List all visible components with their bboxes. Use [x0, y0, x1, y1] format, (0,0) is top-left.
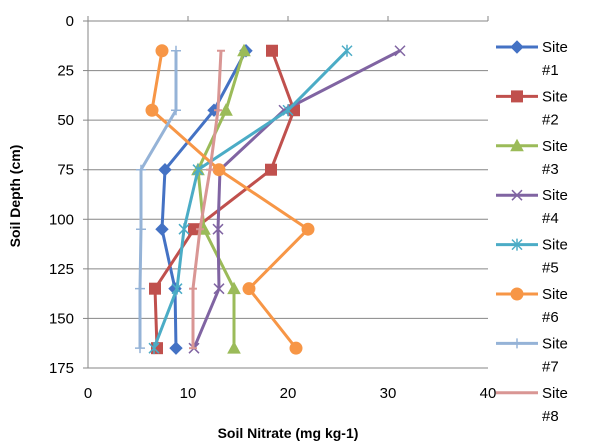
data-point — [149, 282, 161, 295]
legend-label-line1: Site — [542, 88, 568, 105]
series-7 — [135, 45, 181, 354]
data-point — [227, 281, 241, 295]
data-point — [242, 282, 256, 296]
x-tick-label: 20 — [280, 385, 297, 402]
data-point — [178, 223, 190, 236]
data-point — [158, 163, 172, 177]
legend-item-3: Site #3 — [496, 138, 568, 178]
legend-label-line2: #8 — [542, 408, 559, 425]
legend-item-7: Site #7 — [496, 335, 568, 375]
legend-label-line1: Site — [542, 187, 568, 204]
data-point — [136, 224, 146, 235]
y-tick-label: 100 — [49, 211, 74, 228]
y-axis-title: Soil Depth (cm) — [7, 145, 23, 248]
series-line — [191, 50, 223, 349]
legend-item-2: Site #2 — [496, 88, 568, 128]
data-point — [212, 223, 224, 235]
series-line — [138, 50, 178, 349]
data-point — [171, 282, 183, 295]
x-tick-label: 0 — [84, 385, 92, 402]
data-point — [136, 164, 146, 175]
y-tick-label: 0 — [66, 13, 74, 30]
data-point — [227, 341, 241, 354]
data-point — [282, 104, 294, 117]
data-point — [145, 103, 159, 117]
legend-label-line2: #3 — [542, 161, 559, 178]
axes — [83, 16, 489, 369]
data-point — [289, 341, 303, 355]
legend-swatch-marker — [512, 338, 522, 349]
data-point — [219, 103, 233, 116]
x-tick-label: 40 — [480, 385, 497, 402]
legend-label-line2: #7 — [542, 358, 559, 375]
data-point — [155, 44, 169, 58]
legend-label-line1: Site — [542, 138, 568, 155]
legend-item-8: Site #8 — [496, 385, 568, 425]
legend-label-line2: #2 — [542, 111, 559, 128]
data-point — [237, 43, 251, 57]
y-tick-labels: 0 25 50 75 100 125 150 175 — [49, 13, 74, 377]
data-point — [265, 163, 277, 176]
data-point — [212, 163, 226, 177]
series-line — [196, 50, 246, 349]
x-tick-label: 10 — [180, 385, 197, 402]
legend-label-line2: #5 — [542, 260, 559, 277]
data-point — [192, 163, 204, 176]
data-point — [266, 44, 278, 57]
x-tick-label: 30 — [380, 385, 397, 402]
legend-swatch-marker — [510, 40, 524, 54]
series-8 — [189, 49, 225, 350]
y-tick-label: 25 — [57, 63, 74, 80]
legend-label-line1: Site — [542, 385, 568, 402]
legend-label-line2: #4 — [542, 210, 559, 227]
legend-item-6: Site #6 — [496, 286, 568, 326]
x-axis-title: Soil Nitrate (mg kg-1) — [218, 425, 359, 441]
data-point — [394, 45, 406, 57]
legend-label-line1: Site — [542, 237, 568, 254]
data-point — [135, 343, 145, 354]
legend-swatch-marker — [511, 90, 523, 103]
legend-swatch-marker — [510, 138, 524, 152]
legend-label-line1: Site — [542, 39, 568, 56]
series-line — [153, 50, 296, 349]
x-tick-labels: 0 10 20 30 40 — [84, 385, 497, 402]
data-point — [155, 222, 169, 236]
data-point — [135, 283, 145, 294]
y-tick-label: 50 — [57, 112, 74, 129]
series-6 — [145, 44, 315, 355]
data-point — [341, 44, 353, 57]
series-2 — [149, 44, 300, 355]
data-point — [301, 222, 315, 236]
legend-item-5: Site #5 — [496, 237, 568, 277]
series-line — [192, 49, 401, 349]
y-tick-label: 75 — [57, 162, 74, 179]
legend-item-1: Site #1 — [496, 39, 568, 79]
y-tick-label: 175 — [49, 360, 74, 377]
data-point — [171, 45, 181, 56]
y-tick-label: 150 — [49, 310, 74, 327]
series-3 — [191, 43, 251, 354]
legend-label-line1: Site — [542, 286, 568, 303]
legend: Site#1Site#2Site#3Site#4Site#5Site#6Site… — [496, 39, 568, 425]
series-4 — [188, 45, 406, 354]
data-point — [148, 342, 160, 355]
series-5 — [148, 44, 353, 355]
legend-item-4: Site #4 — [496, 187, 568, 227]
data-point — [171, 105, 181, 116]
data-point — [169, 341, 183, 355]
legend-label-line1: Site — [542, 335, 568, 352]
series-line — [152, 49, 349, 349]
legend-swatch-marker — [511, 238, 523, 251]
y-tick-label: 125 — [49, 261, 74, 278]
series-group — [135, 43, 406, 355]
legend-swatch-marker — [510, 287, 524, 301]
legend-swatch-marker — [511, 189, 523, 201]
legend-label-line2: #6 — [542, 309, 559, 326]
series-line — [150, 50, 310, 350]
data-point — [213, 283, 225, 295]
legend-label-line2: #1 — [542, 62, 559, 79]
